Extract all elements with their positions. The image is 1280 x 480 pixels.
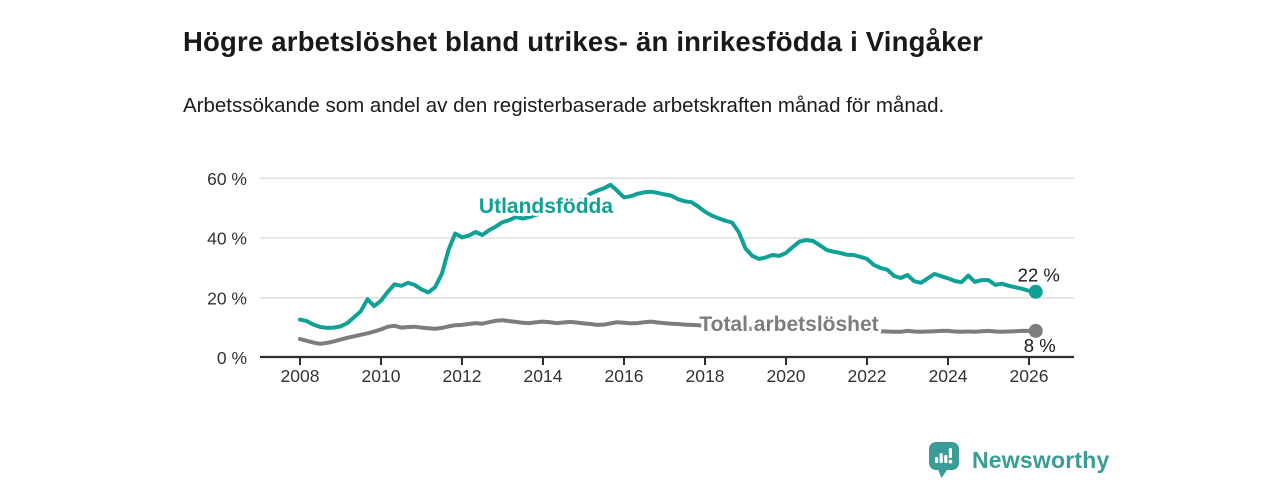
x-tick-label: 2024 (929, 366, 968, 386)
chart-subtitle: Arbetssökande som andel av den registerb… (183, 93, 945, 117)
series-line-total (298, 318, 1038, 346)
x-tick-label: 2008 (281, 366, 320, 386)
x-tick-label: 2014 (524, 366, 563, 386)
brand-name: Newsworthy (972, 446, 1110, 473)
end-value-label-utlandsfodda: 22 % (1018, 264, 1060, 285)
series-label-utlandsfodda: Utlandsfödda (479, 195, 613, 218)
series-line-utlandsfodda (298, 182, 1038, 330)
x-tick-label: 2018 (686, 366, 725, 386)
series-label-total: Total arbetslöshet (699, 313, 878, 336)
x-tick-label: 2016 (605, 366, 644, 386)
x-tick-label: 2022 (848, 366, 887, 386)
y-tick-label: 60 % (207, 169, 247, 189)
line-chart: 0 % 20 % 40 % 60 % 2008 2010 2012 2014 2016 2018 2… (207, 169, 1074, 386)
y-tick-label: 40 % (207, 229, 247, 249)
y-tick-label: 20 % (207, 288, 247, 308)
bar-chart-speech-bubble-icon (929, 442, 959, 478)
end-dot-utlandsfodda (1028, 284, 1043, 299)
end-value-label-total: 8 % (1024, 335, 1056, 356)
x-tick-label: 2010 (362, 366, 401, 386)
end-dot-total (1028, 323, 1043, 338)
x-tick-label: 2026 (1010, 366, 1049, 386)
y-tick-label: 0 % (217, 348, 247, 368)
x-tick-label: 2020 (767, 366, 806, 386)
chart-title: Högre arbetslöshet bland utrikes- än inr… (183, 26, 984, 58)
newsworthy-logo: Newsworthy (928, 441, 1109, 479)
x-tick-label: 2012 (443, 366, 482, 386)
